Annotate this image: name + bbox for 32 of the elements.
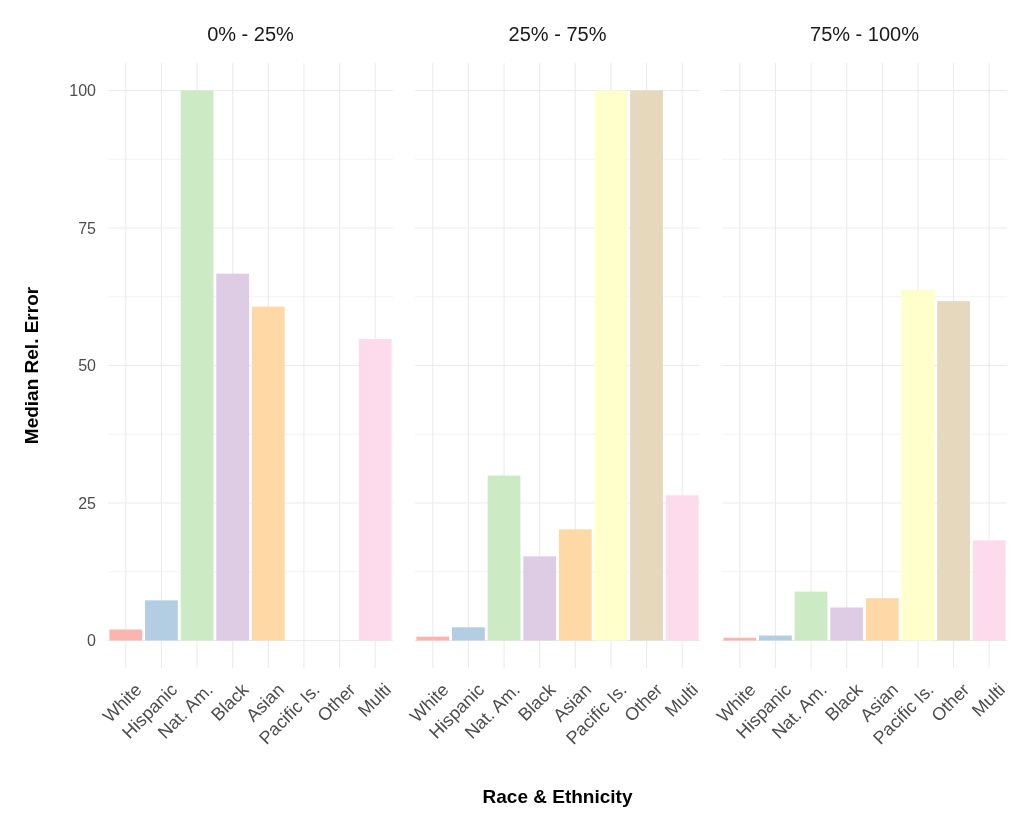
x-axis-title: Race & Ethnicity: [482, 786, 633, 807]
bar: [558, 529, 592, 641]
bar: [216, 273, 250, 641]
chart-title: 0% - 25%: [207, 23, 295, 45]
bar: [251, 306, 285, 641]
bar: [901, 289, 935, 641]
bar: [937, 301, 970, 641]
y-tick-label: 50: [78, 357, 97, 375]
bar: [594, 90, 628, 641]
bar: [487, 475, 521, 641]
bar: [865, 598, 899, 641]
bar: [630, 90, 663, 641]
y-tick-label: 0: [87, 632, 97, 650]
bar: [665, 495, 699, 641]
bar: [794, 591, 828, 641]
bar: [180, 90, 214, 641]
chart-title: 75% - 100%: [810, 23, 920, 45]
bar: [109, 629, 143, 641]
bar: [416, 636, 450, 641]
bar: [972, 540, 1006, 641]
y-tick-label: 25: [78, 494, 97, 512]
chart-title: 25% - 75%: [508, 23, 607, 45]
y-axis-title: Median Rel. Error: [21, 286, 42, 445]
bar: [145, 600, 178, 641]
bar: [759, 635, 792, 641]
bar: [452, 627, 485, 641]
bar: [830, 607, 864, 641]
bar: [723, 637, 757, 641]
y-tick-label: 75: [78, 219, 97, 237]
y-tick-label: 100: [69, 82, 97, 100]
bar: [358, 339, 392, 641]
bar: [523, 556, 557, 641]
